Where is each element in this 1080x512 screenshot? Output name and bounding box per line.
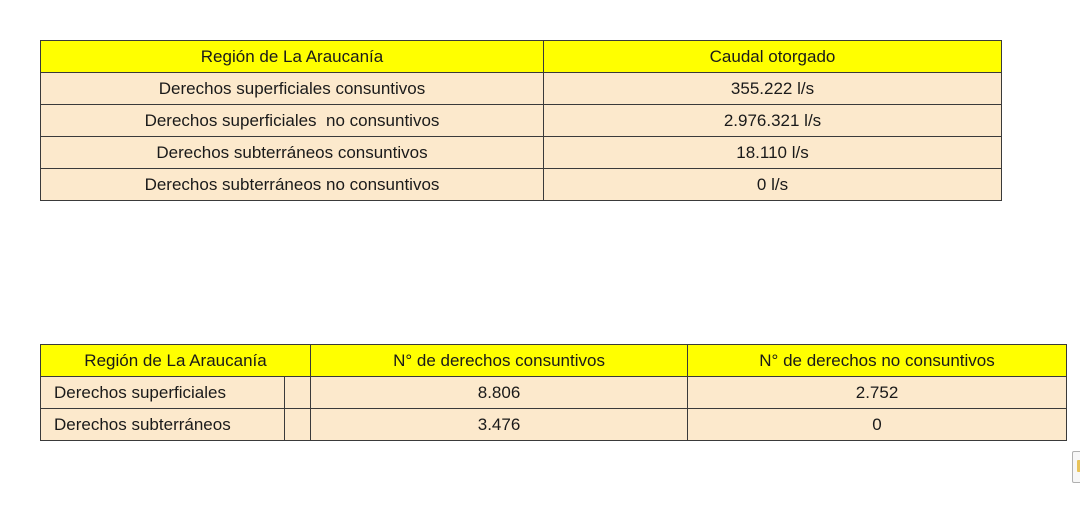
derechos-row-no-consuntivos: 2.752 — [687, 376, 1068, 409]
derechos-row-no-consuntivos: 0 — [687, 408, 1068, 441]
empty-cell — [283, 408, 312, 441]
derechos-header-consuntivos: N° de derechos consuntivos — [310, 344, 689, 377]
derechos-row-label: Derechos subterráneos — [40, 408, 285, 441]
table-row: Derechos superficiales no consuntivos 2.… — [40, 104, 1002, 137]
empty-cell — [283, 376, 312, 409]
caudal-table: Región de La Araucanía Caudal otorgado D… — [40, 40, 1002, 201]
derechos-row-consuntivos: 3.476 — [310, 408, 689, 441]
table-row: Derechos superficiales consuntivos 355.2… — [40, 72, 1002, 105]
caudal-row-value: 18.110 l/s — [543, 136, 1002, 169]
table-row: Derechos subterráneos no consuntivos 0 l… — [40, 168, 1002, 201]
caudal-row-label: Derechos superficiales consuntivos — [40, 72, 544, 105]
table-row: Derechos subterráneos 3.476 0 — [40, 408, 1068, 441]
derechos-header-row: Región de La Araucanía N° de derechos co… — [39, 344, 1068, 377]
derechos-row-label: Derechos superficiales — [40, 376, 285, 409]
derechos-header-no-consuntivos: N° de derechos no consuntivos — [687, 344, 1068, 377]
caudal-row-label: Derechos subterráneos no consuntivos — [40, 168, 544, 201]
caudal-row-value: 355.222 l/s — [543, 72, 1002, 105]
paste-options-icon[interactable] — [1072, 451, 1080, 483]
caudal-row-value: 0 l/s — [543, 168, 1002, 201]
derechos-table: Región de La Araucanía N° de derechos co… — [39, 344, 1068, 441]
table-row: Derechos subterráneos consuntivos 18.110… — [40, 136, 1002, 169]
caudal-row-label: Derechos superficiales no consuntivos — [40, 104, 544, 137]
caudal-header-value: Caudal otorgado — [543, 40, 1002, 73]
caudal-header-row: Región de La Araucanía Caudal otorgado — [40, 40, 1002, 73]
caudal-row-label: Derechos subterráneos consuntivos — [40, 136, 544, 169]
caudal-header-region: Región de La Araucanía — [40, 40, 544, 73]
derechos-header-region: Región de La Araucanía — [39, 344, 312, 377]
derechos-row-consuntivos: 8.806 — [310, 376, 689, 409]
caudal-row-value: 2.976.321 l/s — [543, 104, 1002, 137]
table-row: Derechos superficiales 8.806 2.752 — [40, 376, 1068, 409]
